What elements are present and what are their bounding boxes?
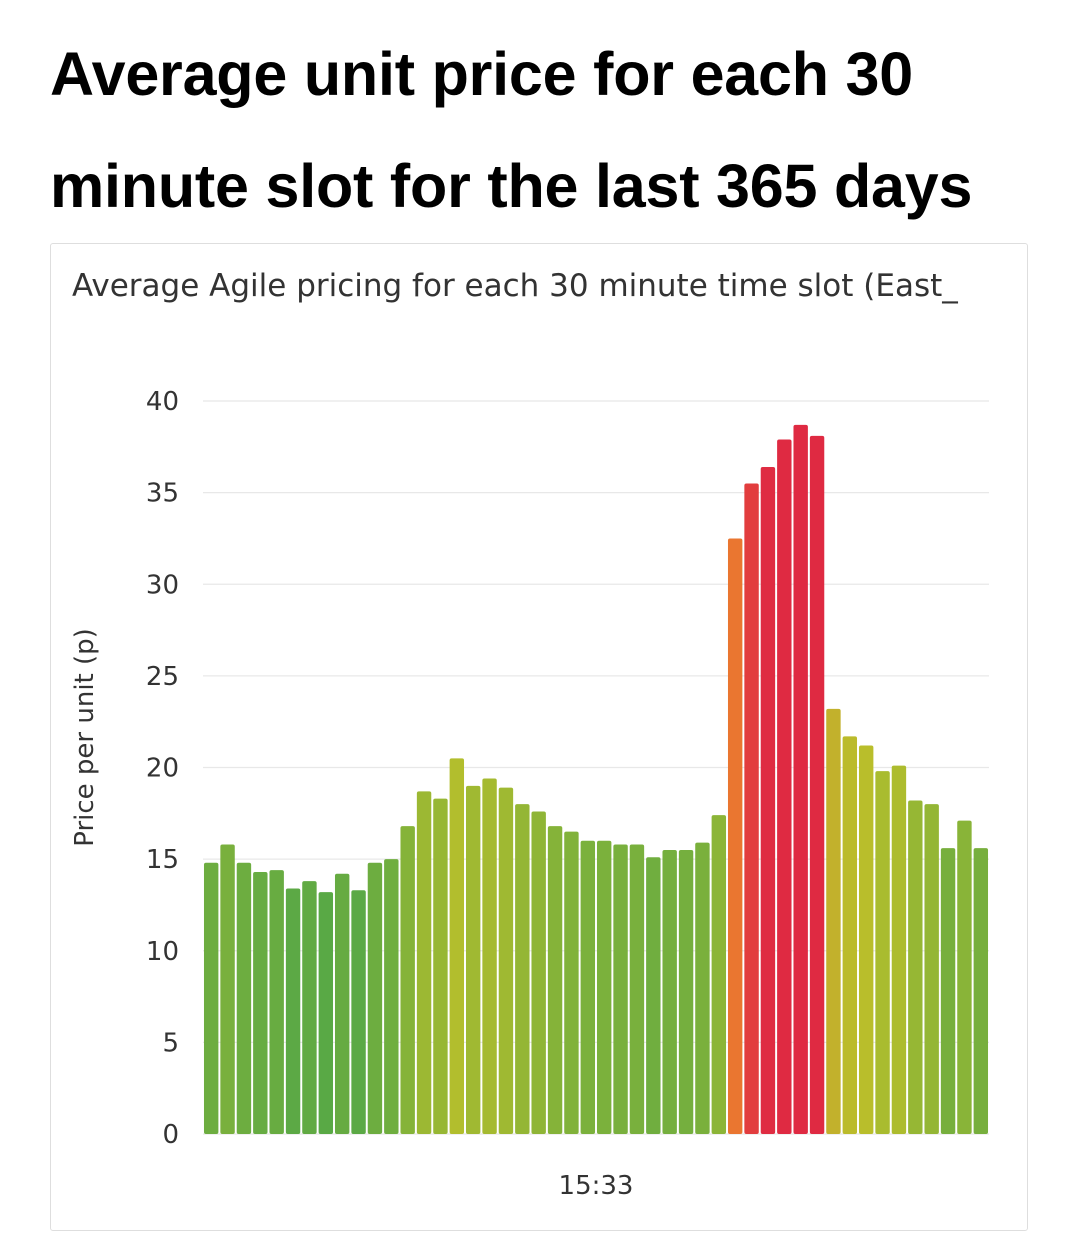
y-tick-label: 30	[146, 570, 179, 600]
bar[interactable]	[465, 785, 481, 1134]
bar[interactable]	[695, 842, 710, 1134]
bar[interactable]	[760, 466, 776, 1135]
bar[interactable]	[384, 859, 399, 1135]
bar[interactable]	[957, 820, 972, 1134]
bar[interactable]	[547, 826, 563, 1134]
bar[interactable]	[580, 840, 596, 1134]
chart-title: Average Agile pricing for each 30 minute…	[72, 268, 958, 304]
bar[interactable]	[629, 844, 645, 1134]
bar[interactable]	[236, 862, 252, 1134]
bars	[203, 424, 989, 1135]
bar[interactable]	[515, 804, 530, 1134]
y-tick-label: 40	[146, 387, 179, 417]
bar[interactable]	[777, 439, 792, 1134]
y-tick-label: 15	[146, 845, 179, 875]
bar[interactable]	[351, 890, 366, 1134]
bar[interactable]	[613, 844, 628, 1134]
bar[interactable]	[842, 736, 858, 1134]
bar[interactable]	[564, 831, 579, 1134]
y-tick-label: 20	[146, 754, 179, 784]
y-tick-label: 25	[146, 662, 179, 692]
bar[interactable]	[416, 791, 432, 1134]
bar[interactable]	[318, 892, 334, 1134]
bar[interactable]	[662, 849, 677, 1134]
bar[interactable]	[449, 758, 465, 1134]
x-tick-label: 15:33	[559, 1171, 634, 1201]
bar[interactable]	[433, 798, 448, 1134]
bar[interactable]	[875, 771, 890, 1134]
bar[interactable]	[924, 804, 939, 1134]
y-tick-label: 5	[162, 1028, 179, 1058]
bar[interactable]	[744, 483, 759, 1134]
bar[interactable]	[367, 862, 383, 1134]
chart-card: Average Agile pricing for each 30 minute…	[50, 243, 1028, 1231]
gridlines	[203, 400, 989, 1135]
page-heading: Average unit price for each 30 minute sl…	[50, 40, 973, 220]
y-axis-title: Price per unit (p)	[70, 628, 100, 847]
bar[interactable]	[400, 826, 415, 1134]
y-axis-ticks: 0 5 10 15 20 25 30 35 40	[146, 387, 179, 1150]
bar[interactable]	[826, 708, 841, 1134]
bar[interactable]	[711, 815, 727, 1134]
bar[interactable]	[531, 811, 546, 1134]
bar[interactable]	[809, 435, 825, 1134]
bar[interactable]	[646, 857, 661, 1134]
y-tick-label: 10	[146, 937, 179, 967]
bar[interactable]	[220, 844, 235, 1134]
bar[interactable]	[269, 870, 284, 1134]
bar[interactable]	[482, 778, 497, 1135]
bar[interactable]	[678, 849, 694, 1134]
bar[interactable]	[908, 800, 923, 1134]
bar[interactable]	[253, 871, 268, 1134]
bar[interactable]	[498, 787, 514, 1134]
y-tick-label: 0	[162, 1120, 179, 1150]
bar[interactable]	[973, 848, 989, 1134]
bar[interactable]	[858, 745, 874, 1134]
bar-chart: 0 5 10 15 20 25 30 35 40 15:33 Price per unit (p…	[70, 387, 989, 1201]
bar[interactable]	[302, 881, 317, 1134]
bar[interactable]	[793, 424, 808, 1134]
bar[interactable]	[727, 538, 743, 1134]
y-tick-label: 35	[146, 479, 179, 509]
bar[interactable]	[203, 862, 219, 1134]
bar[interactable]	[891, 765, 907, 1134]
bar[interactable]	[940, 848, 956, 1134]
bar[interactable]	[596, 840, 612, 1134]
bar[interactable]	[334, 873, 350, 1134]
bar[interactable]	[285, 888, 301, 1134]
